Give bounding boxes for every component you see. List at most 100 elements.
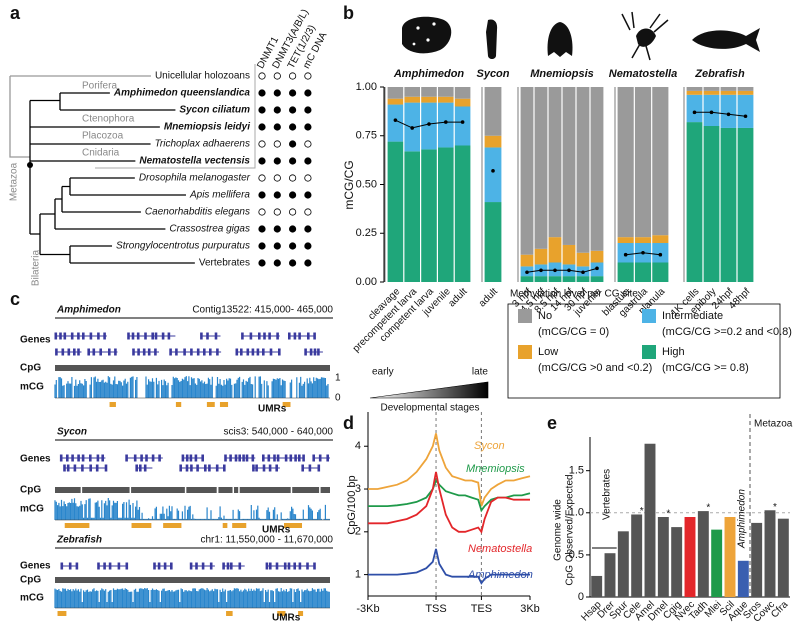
series-label: Mnemiopsis <box>466 463 525 475</box>
presence-dot <box>288 106 297 114</box>
bar <box>671 527 683 597</box>
bar-segment <box>484 135 502 148</box>
species-label: Nematostella vectensis <box>139 156 250 167</box>
legend-description: (mCG/CG >=0.2 and <0.8) <box>662 326 792 338</box>
track-locus: Contig13522: 415,000- 465,000 <box>192 305 333 316</box>
presence-dot <box>273 89 281 97</box>
bar <box>777 518 789 597</box>
presence-dot <box>288 225 297 233</box>
bar-segment <box>404 87 420 97</box>
presence-dot <box>304 208 312 216</box>
bar-segment <box>720 87 737 91</box>
gene-model <box>55 348 323 356</box>
bar-segment <box>454 145 471 282</box>
cpg-track <box>55 365 330 371</box>
bar-segment <box>438 147 454 282</box>
umr <box>144 523 152 528</box>
presence-dot <box>304 140 312 148</box>
bar-segment <box>634 237 652 243</box>
bar <box>697 511 709 597</box>
legend-description: (mCG/CG = 0) <box>538 326 609 338</box>
presence-dot <box>273 140 281 148</box>
legend-swatch <box>518 345 532 359</box>
presence-dot <box>273 242 281 250</box>
bar-segment <box>548 237 562 263</box>
gradient-start: early <box>372 367 394 378</box>
umr <box>232 523 247 528</box>
presence-dot <box>288 140 297 148</box>
bar-segment <box>652 87 669 236</box>
y-tick-label: 1.5 <box>569 465 584 477</box>
gene-model <box>59 454 330 462</box>
panel-label: a <box>10 3 21 23</box>
bar <box>751 522 763 597</box>
umr-label: UMRs <box>258 404 287 415</box>
y-tick-label: 1 <box>355 569 361 581</box>
bar-segment <box>617 237 634 243</box>
bar-segment <box>617 243 634 263</box>
y-tick-label: 1.00 <box>356 81 377 93</box>
bar-segment <box>534 248 548 265</box>
bar-segment <box>737 90 754 95</box>
bar <box>737 560 749 597</box>
bar <box>591 575 603 597</box>
bar-segment <box>562 87 576 245</box>
bar-segment <box>737 94 754 128</box>
bar <box>657 517 669 597</box>
presence-dot <box>258 157 266 165</box>
y-tick-label: 0.5 <box>569 549 584 561</box>
track-species: Sycon <box>57 427 87 438</box>
y-axis-label: mCG/CG <box>342 160 356 209</box>
mean-point <box>581 270 585 275</box>
mean-point <box>393 118 398 122</box>
group-name: Zebrafish <box>694 68 745 80</box>
presence-dot <box>288 259 297 267</box>
row-label: mCG <box>20 593 44 604</box>
bar-segment <box>421 149 437 282</box>
track-locus: chr1: 11,550,000 - 11,670,000 <box>200 535 333 546</box>
presence-dot <box>304 259 312 267</box>
legend-box <box>507 303 781 399</box>
bar-segment <box>438 87 454 97</box>
bar-segment <box>387 87 404 99</box>
row-label: Genes <box>20 335 51 346</box>
tree-lines <box>9 64 256 263</box>
group-name: Amphimedon <box>393 68 465 80</box>
bar <box>644 443 656 597</box>
mean-point <box>491 169 495 173</box>
bar-segment <box>686 122 703 282</box>
clade-label: Porifera <box>82 81 117 92</box>
bar-segment <box>404 151 420 282</box>
cpg-gap <box>238 487 240 493</box>
presence-dot <box>273 259 281 267</box>
umr <box>109 402 116 407</box>
mean-point <box>410 126 415 130</box>
species-label: Sycon ciliatum <box>179 105 250 116</box>
presence-dot <box>273 72 281 80</box>
cpg-track <box>55 577 330 583</box>
mcg-signal <box>54 376 329 398</box>
series-label: Amphimedon <box>467 569 533 581</box>
x-tick-label: TES <box>471 603 492 615</box>
row-label: mCG <box>20 504 44 515</box>
legend-title: Methylation level per CG site <box>510 289 638 300</box>
mcg-signal <box>54 498 330 520</box>
presence-dot <box>288 72 297 80</box>
species-label: Apis mellifera <box>189 190 250 201</box>
row-label: Genes <box>20 561 51 572</box>
significance-mark: * <box>706 503 710 514</box>
bar-segment <box>720 90 737 95</box>
bar-segment <box>652 235 669 243</box>
gene-model <box>63 464 321 472</box>
group-name: Sycon <box>476 68 509 80</box>
presence-dot <box>273 208 281 216</box>
panel-label: e <box>547 413 557 433</box>
presence-dot <box>304 106 312 114</box>
bar-segment <box>737 127 754 282</box>
species-label: Crassostrea gigas <box>169 224 250 235</box>
mean-point <box>567 268 571 273</box>
umr <box>57 611 67 616</box>
bar-segment <box>484 202 502 282</box>
species-label: Unicellular holozoans <box>155 71 250 82</box>
